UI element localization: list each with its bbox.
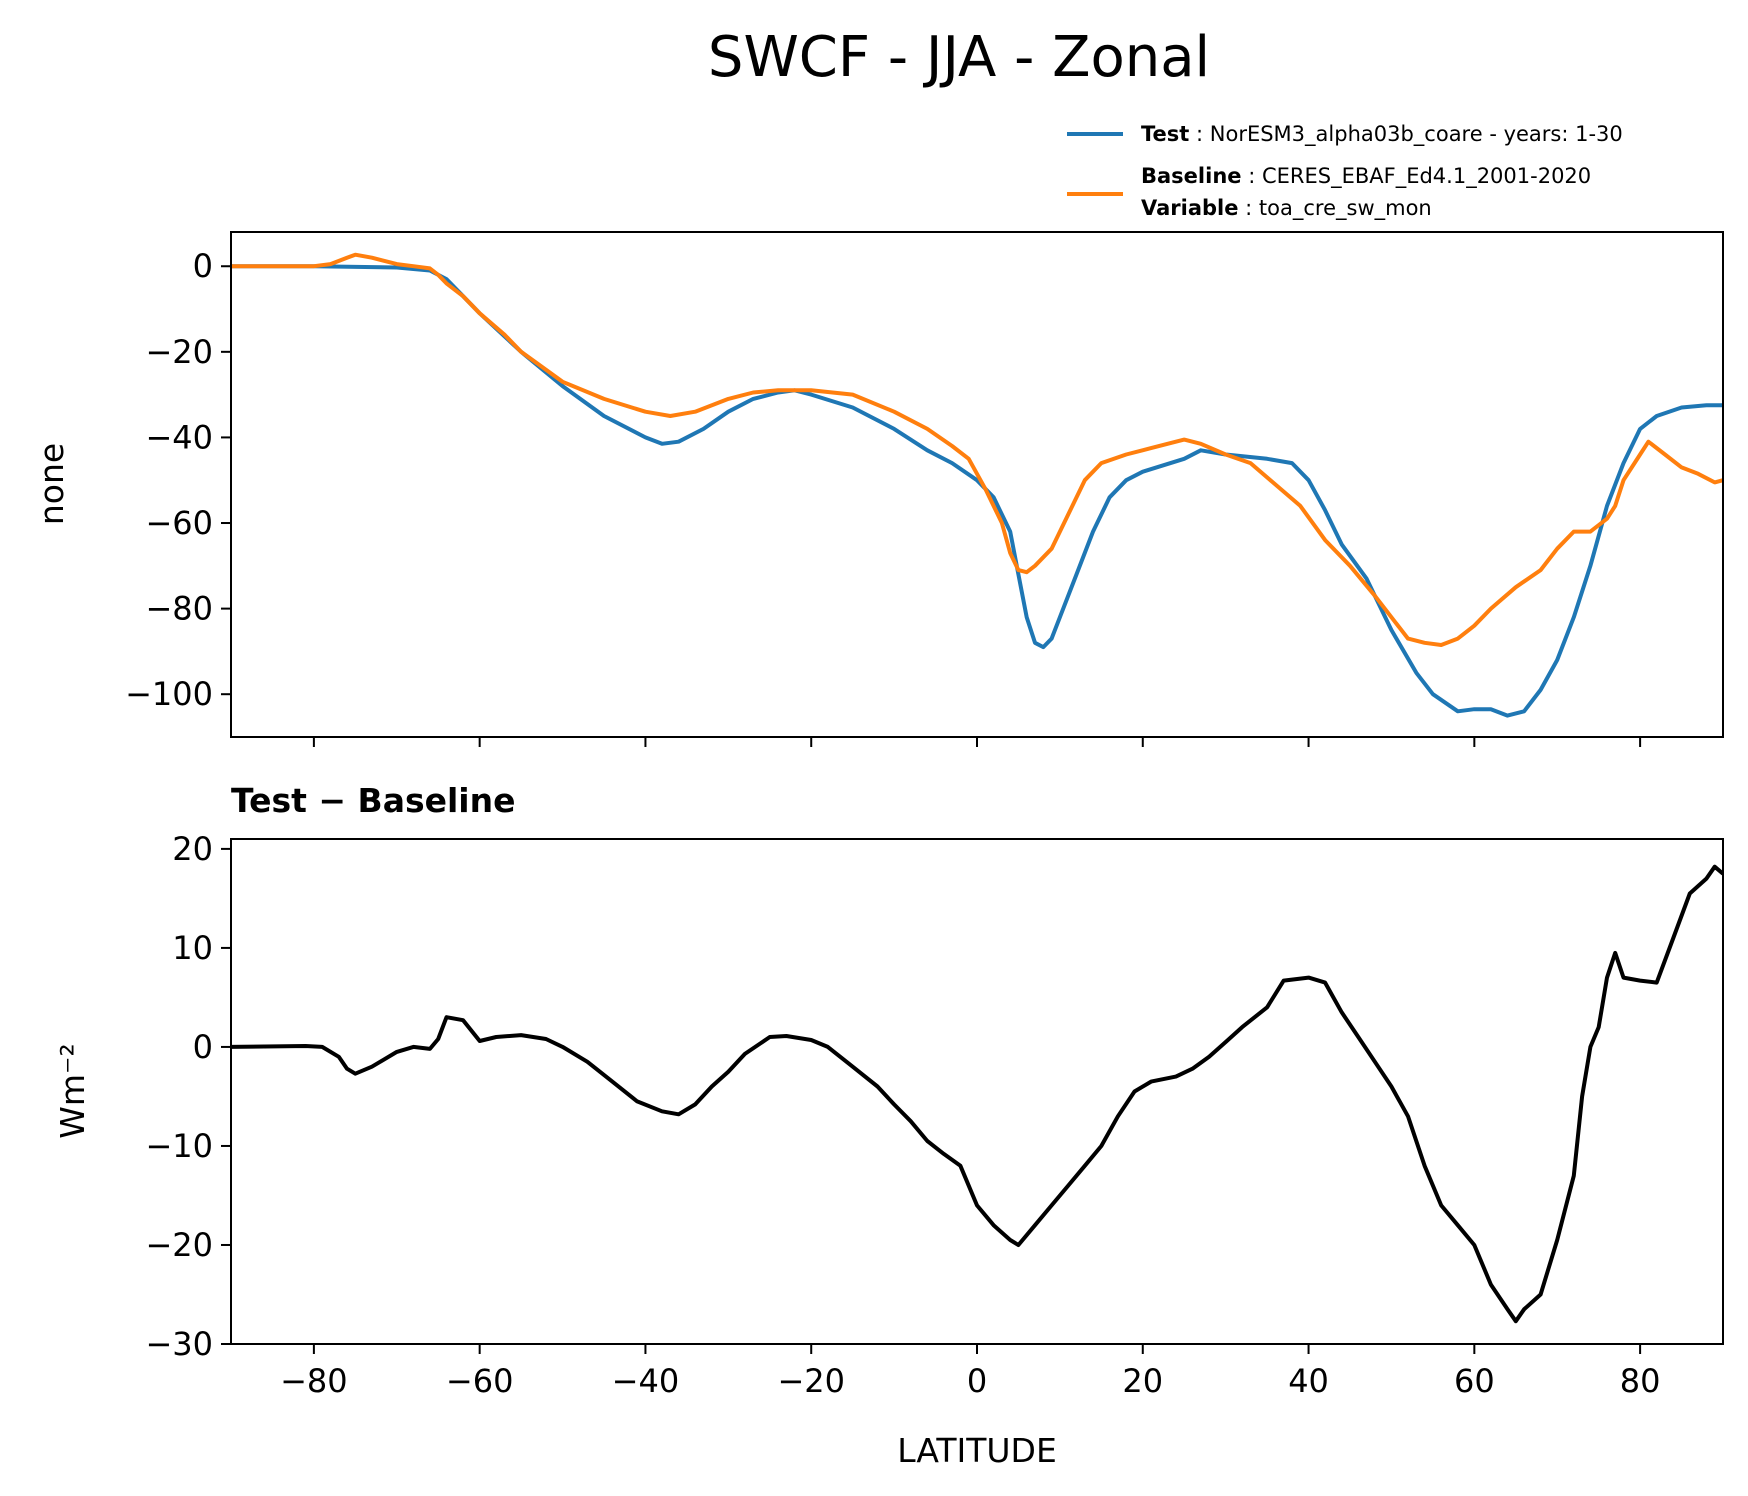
bottom-y-tick-label: 20 bbox=[172, 830, 213, 868]
bottom-y-tick-label: −20 bbox=[145, 1226, 213, 1264]
bottom-series-test-baseline bbox=[231, 864, 1723, 1324]
legend-test-sep: : bbox=[1189, 122, 1209, 146]
top-plot-frame bbox=[230, 231, 1724, 738]
legend-baseline-text: CERES_EBAF_Ed4.1_2001-2020 bbox=[1262, 164, 1591, 189]
bottom-y-axis-label: Wm⁻² bbox=[53, 1043, 92, 1138]
legend-test-label: Test : NorESM3_alpha03b_coare - years: 1… bbox=[1141, 122, 1623, 147]
bottom-y-tick-label: −10 bbox=[145, 1127, 213, 1165]
legend-baseline-sep: : bbox=[1242, 164, 1262, 188]
top-y-tick-label: −60 bbox=[145, 504, 213, 542]
top-y-tick-label: −20 bbox=[145, 333, 213, 371]
top-series-test bbox=[231, 264, 1723, 718]
top-y-axis-label: none bbox=[32, 443, 71, 525]
bottom-panel: Test − Baseline −80 −60 −40 −20 0 20 40 60 80 20 1… bbox=[53, 781, 1724, 1470]
top-y-tick-label: −80 bbox=[145, 590, 213, 628]
bottom-plot-frame bbox=[230, 838, 1724, 1345]
bottom-x-tick-label: −80 bbox=[280, 1362, 348, 1400]
bottom-x-tick-label: −40 bbox=[612, 1362, 680, 1400]
bottom-x-tick-label: 0 bbox=[967, 1362, 987, 1400]
legend-test-key: Test bbox=[1141, 122, 1189, 146]
legend-variable-label: Variable : toa_cre_sw_mon bbox=[1141, 196, 1432, 221]
bottom-y-tick-label: 10 bbox=[172, 929, 213, 967]
bottom-y-tick-label: 0 bbox=[193, 1028, 213, 1066]
legend-baseline-label: Baseline : CERES_EBAF_Ed4.1_2001-2020 bbox=[1141, 164, 1591, 189]
bottom-y-tick-label: −30 bbox=[145, 1325, 213, 1363]
bottom-x-tick-label: −20 bbox=[777, 1362, 845, 1400]
legend-test-text: NorESM3_alpha03b_coare - years: 1-30 bbox=[1210, 122, 1623, 147]
bottom-plot-lines bbox=[231, 864, 1723, 1324]
top-y-tick-label: −100 bbox=[125, 675, 213, 713]
top-y-tick-label: 0 bbox=[193, 247, 213, 285]
bottom-x-tick-label: 40 bbox=[1288, 1362, 1329, 1400]
bottom-axis-ticks: −80 −60 −40 −20 0 20 40 60 80 20 10 0 −10 −20 −30 bbox=[145, 830, 1660, 1400]
bottom-x-tick-label: −60 bbox=[446, 1362, 514, 1400]
top-plot-lines bbox=[231, 252, 1723, 718]
bottom-x-tick-label: 80 bbox=[1620, 1362, 1661, 1400]
top-series-baseline bbox=[231, 252, 1723, 647]
legend-variable-sep: : bbox=[1238, 196, 1258, 220]
top-axis-ticks: 0 −20 −40 −60 −80 −100 bbox=[125, 247, 1642, 747]
bottom-x-tick-label: 20 bbox=[1122, 1362, 1163, 1400]
legend-variable-text: toa_cre_sw_mon bbox=[1259, 196, 1432, 221]
top-y-tick-label: −40 bbox=[145, 418, 213, 456]
top-panel: 0 −20 −40 −60 −80 −100 none bbox=[32, 231, 1724, 747]
figure-title: SWCF - JJA - Zonal bbox=[708, 25, 1210, 90]
legend: Test : NorESM3_alpha03b_coare - years: 1… bbox=[1067, 122, 1623, 221]
legend-variable-key: Variable bbox=[1141, 196, 1238, 220]
bottom-panel-title: Test − Baseline bbox=[231, 781, 516, 820]
legend-baseline-key: Baseline bbox=[1141, 164, 1242, 188]
bottom-x-tick-label: 60 bbox=[1454, 1362, 1495, 1400]
x-axis-label: LATITUDE bbox=[897, 1431, 1057, 1470]
